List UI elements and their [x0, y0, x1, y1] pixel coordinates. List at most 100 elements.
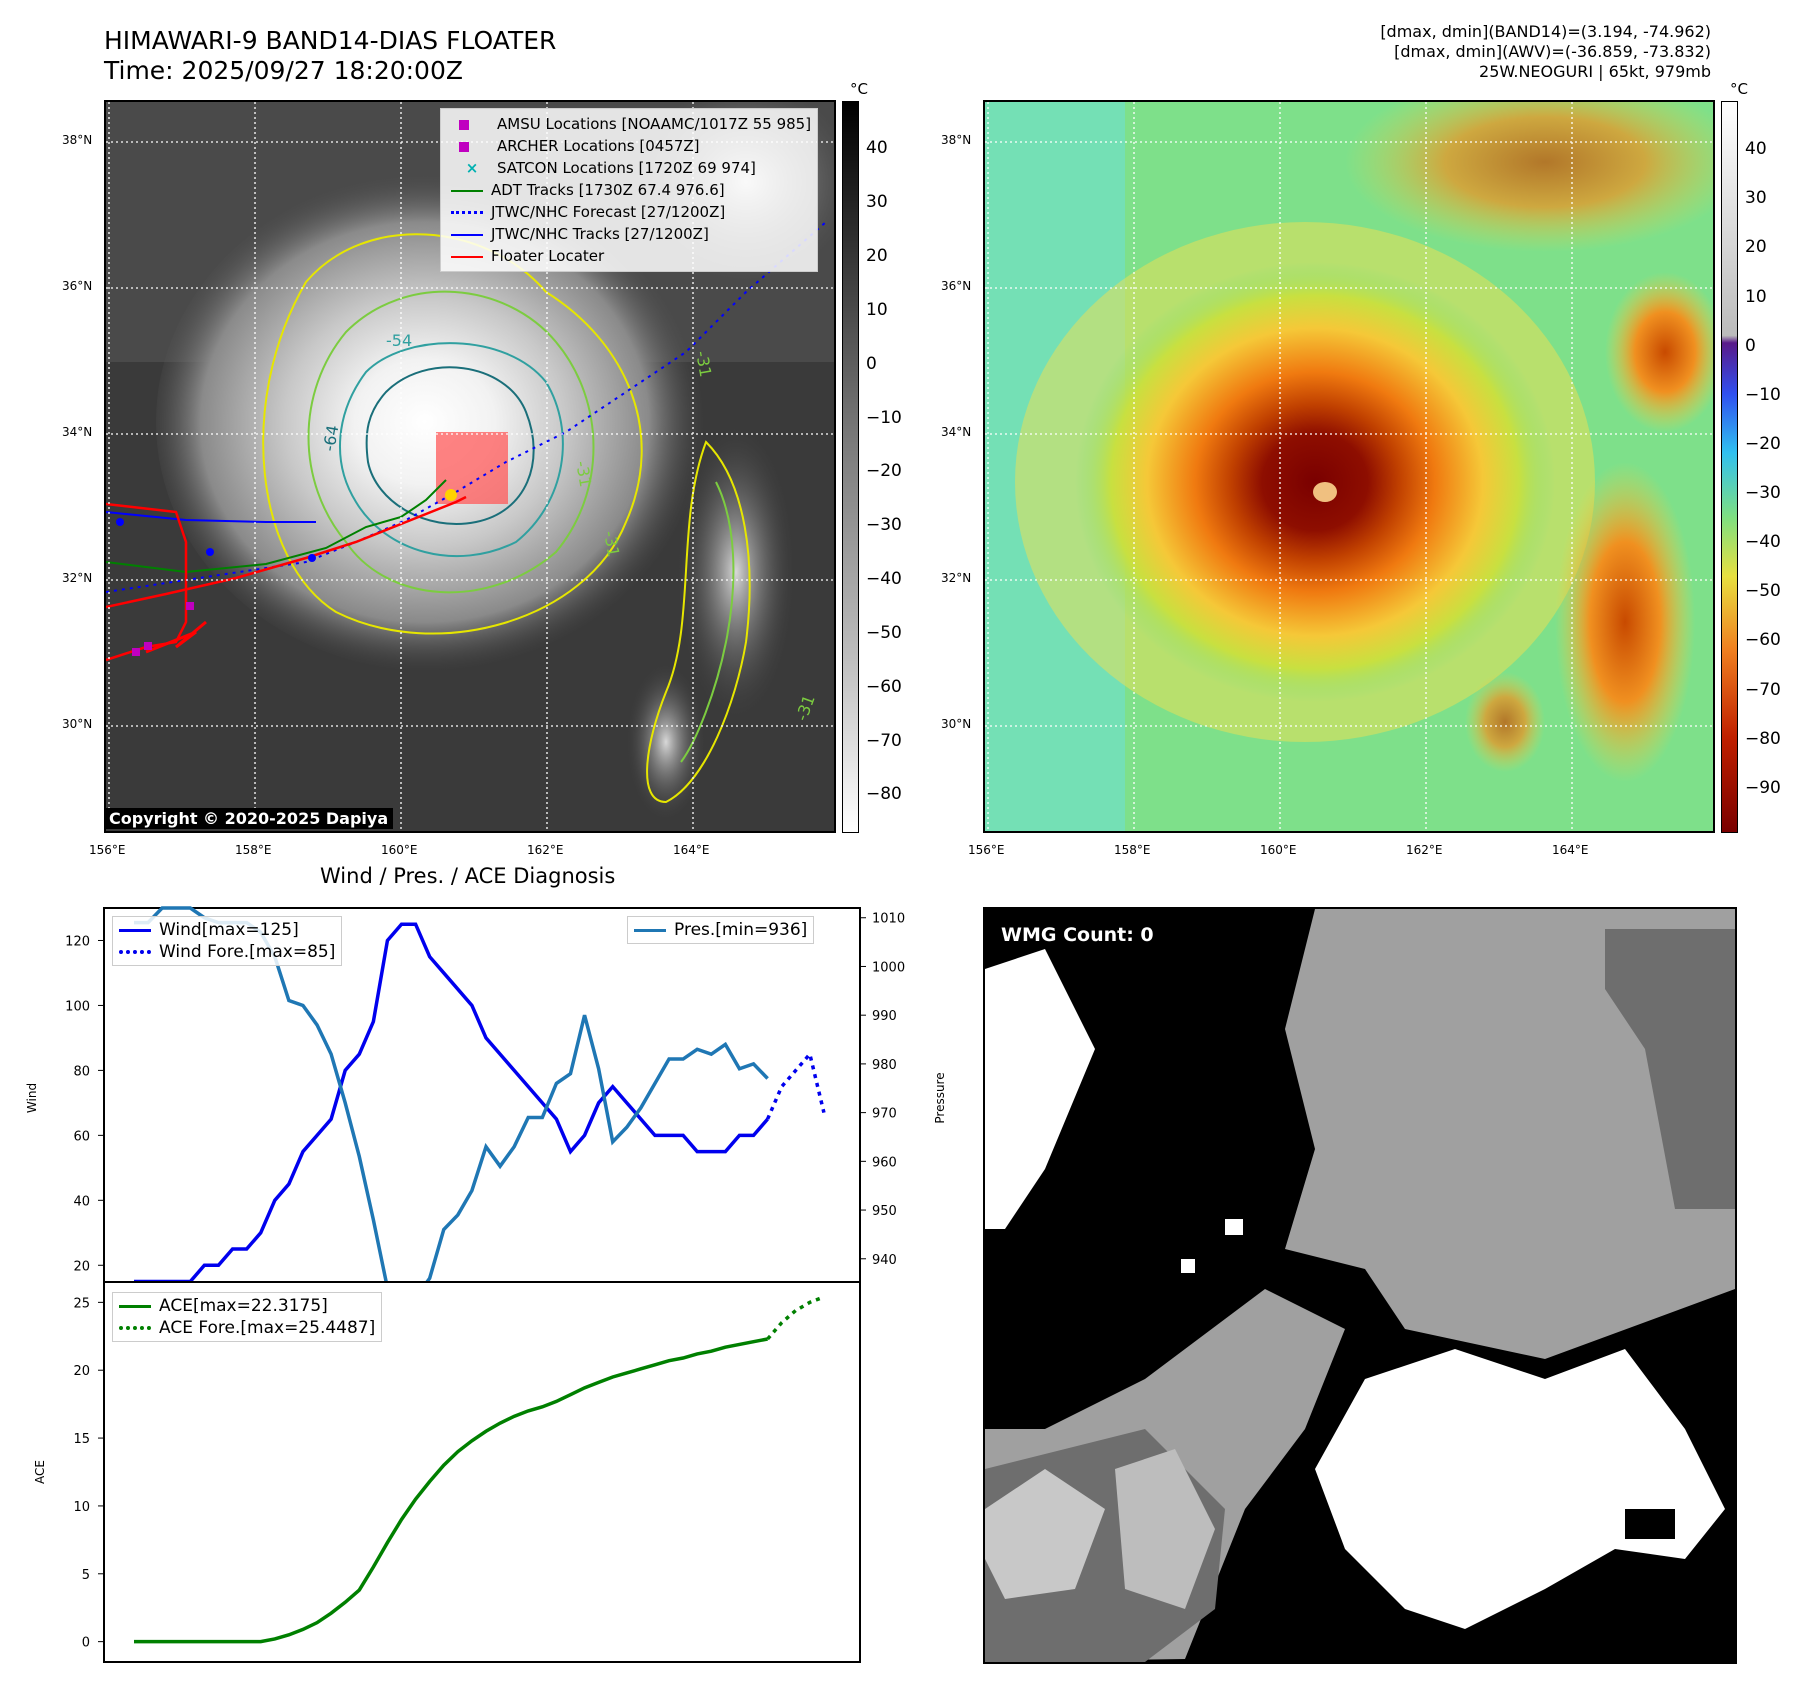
pressure-ytick-label: 950 — [872, 1204, 897, 1219]
wv-cbar-ticks-tick: −90 — [1745, 778, 1781, 798]
wv-lon-158: 158°E — [1114, 843, 1151, 857]
ir-cbar-ticks-tick: 40 — [866, 138, 888, 158]
ir-lat-30: 30°N — [62, 717, 92, 731]
ir-legend: AMSU Locations [NOAAMC/1017Z 55 985] ARC… — [440, 108, 818, 272]
ace-ytick-label: 0 — [82, 1636, 90, 1651]
ir-cbar-ticks-tick: −40 — [866, 569, 902, 589]
copyright-label: Copyright © 2020-2025 Dapiya — [104, 808, 393, 829]
ir-cbar-ticks-tick: −20 — [866, 461, 902, 481]
wv-cbar-ticks-tick: 30 — [1745, 188, 1767, 208]
wv-cbar-ticks-tick: −30 — [1745, 483, 1781, 503]
contour-label-54: -54 — [386, 331, 412, 350]
ir-cbar-ticks-tick: −80 — [866, 784, 902, 804]
wv-cbar-ticks-tick: 20 — [1745, 237, 1767, 257]
diagnosis-title: Wind / Pres. / ACE Diagnosis — [320, 864, 615, 888]
ir-cbar-ticks-tick: 30 — [866, 192, 888, 212]
wv-cbar-ticks-tick: 0 — [1745, 336, 1756, 356]
legend-amsu: AMSU Locations [NOAAMC/1017Z 55 985] — [447, 113, 811, 135]
wv-cbar-ticks-tick: −20 — [1745, 434, 1781, 454]
ace-legend: ACE[max=22.3175] ACE Fore.[max=25.4487] — [112, 1292, 382, 1342]
wind-ytick-label: 60 — [73, 1129, 90, 1144]
wmg-count-label: WMG Count: 0 — [1001, 924, 1154, 946]
legend-jtwc-tracks: JTWC/NHC Tracks [27/1200Z] — [447, 223, 811, 245]
pressure-ytick-label: 980 — [872, 1058, 897, 1073]
ir-lon-156: 156°E — [89, 843, 126, 857]
ace-ytick-label: 20 — [73, 1364, 90, 1379]
info-storm: 25W.NEOGURI | 65kt, 979mb — [1380, 62, 1711, 82]
legend-jtwc-forecast: JTWC/NHC Forecast [27/1200Z] — [447, 201, 811, 223]
pressure-ytick-label: 1000 — [872, 960, 905, 975]
wind-legend: Wind[max=125] Wind Fore.[max=85] — [112, 916, 342, 966]
legend-adt: ADT Tracks [1730Z 67.4 976.6] — [447, 179, 811, 201]
ace-ytick-label: 10 — [73, 1500, 90, 1515]
info-band14: [dmax, dmin](BAND14)=(3.194, -74.962) — [1380, 22, 1711, 42]
wv-cbar-ticks-tick: −40 — [1745, 532, 1781, 552]
wv-lat-36: 36°N — [941, 279, 971, 293]
ir-lat-32: 32°N — [62, 571, 92, 585]
pressure-ytick-label: 960 — [872, 1155, 897, 1170]
wv-lat-30: 30°N — [941, 717, 971, 731]
ir-lat-38: 38°N — [62, 133, 92, 147]
figure-info: [dmax, dmin](BAND14)=(3.194, -74.962) [d… — [1380, 22, 1711, 82]
ir-lon-160: 160°E — [381, 843, 418, 857]
ir-cbar-ticks-tick: 0 — [866, 354, 877, 374]
ir-cbar-ticks-tick: −70 — [866, 731, 902, 751]
ir-lon-164: 164°E — [673, 843, 710, 857]
wv-cbar-ticks-tick: −70 — [1745, 680, 1781, 700]
wv-map-panel — [983, 100, 1715, 833]
figure-title: HIMAWARI-9 BAND14-DIAS FLOATER Time: 2025… — [104, 26, 556, 86]
wv-lon-160: 160°E — [1260, 843, 1297, 857]
legend-satcon: × SATCON Locations [1720Z 69 974] — [447, 157, 811, 179]
pressure-legend: Pres.[min=936] — [627, 916, 814, 944]
wv-lat-32: 32°N — [941, 571, 971, 585]
ir-cbar-ticks-tick: −30 — [866, 515, 902, 535]
wv-map-image — [985, 102, 1713, 831]
wv-lon-164: 164°E — [1552, 843, 1589, 857]
pressure-ytick-label: 970 — [872, 1107, 897, 1122]
ir-colorbar-unit: °C — [850, 80, 868, 98]
legend-ace: ACE[max=22.3175] — [119, 1295, 375, 1317]
legend-wind: Wind[max=125] — [119, 919, 335, 941]
wv-cbar-ticks-tick: −60 — [1745, 630, 1781, 650]
wind-ytick-label: 20 — [73, 1259, 90, 1274]
wv-cbar-ticks-tick: 40 — [1745, 139, 1767, 159]
ir-colorbar — [842, 101, 859, 833]
wv-cbar-ticks-tick: −10 — [1745, 385, 1781, 405]
ace-ytick-label: 15 — [73, 1432, 90, 1447]
ir-cbar-ticks-tick: −60 — [866, 677, 902, 697]
ir-lat-36: 36°N — [62, 279, 92, 293]
wv-lon-156: 156°E — [968, 843, 1005, 857]
wv-cbar-ticks-tick: 10 — [1745, 287, 1767, 307]
ir-lon-158: 158°E — [235, 843, 272, 857]
wv-cbar-ticks-tick: −50 — [1745, 581, 1781, 601]
ir-cbar-ticks-tick: −10 — [866, 408, 902, 428]
wv-cbar-ticks-tick: −80 — [1745, 729, 1781, 749]
pressure-ytick-label: 990 — [872, 1009, 897, 1024]
wind-ytick-label: 120 — [65, 934, 90, 949]
legend-wind-forecast: Wind Fore.[max=85] — [119, 941, 335, 963]
legend-ace-forecast: ACE Fore.[max=25.4487] — [119, 1317, 375, 1339]
wmg-panel — [983, 907, 1737, 1664]
pressure-ytick-label: 1010 — [872, 912, 905, 927]
ir-cbar-ticks-tick: 20 — [866, 246, 888, 266]
wind-ytick-label: 100 — [65, 999, 90, 1014]
wind-ytick-label: 80 — [73, 1064, 90, 1079]
info-awv: [dmax, dmin](AWV)=(-36.859, -73.832) — [1380, 42, 1711, 62]
wv-colorbar-unit: °C — [1730, 80, 1748, 98]
wind-ytick-label: 40 — [73, 1194, 90, 1209]
wmg-image — [985, 909, 1735, 1662]
ir-lon-162: 162°E — [527, 843, 564, 857]
ace-ytick-label: 5 — [82, 1568, 90, 1583]
ace-ytick-label: 25 — [73, 1296, 90, 1311]
ir-cbar-ticks-tick: −50 — [866, 623, 902, 643]
wv-lat-34: 34°N — [941, 425, 971, 439]
wv-colorbar — [1721, 101, 1738, 833]
legend-archer: ARCHER Locations [0457Z] — [447, 135, 811, 157]
wind-axis-label: Wind — [25, 1083, 39, 1113]
wv-lat-38: 38°N — [941, 133, 971, 147]
ir-lat-34: 34°N — [62, 425, 92, 439]
legend-pressure: Pres.[min=936] — [634, 919, 807, 941]
ace-axis-label: ACE — [33, 1460, 47, 1484]
ir-cbar-ticks-tick: 10 — [866, 300, 888, 320]
pressure-ytick-label: 940 — [872, 1253, 897, 1268]
